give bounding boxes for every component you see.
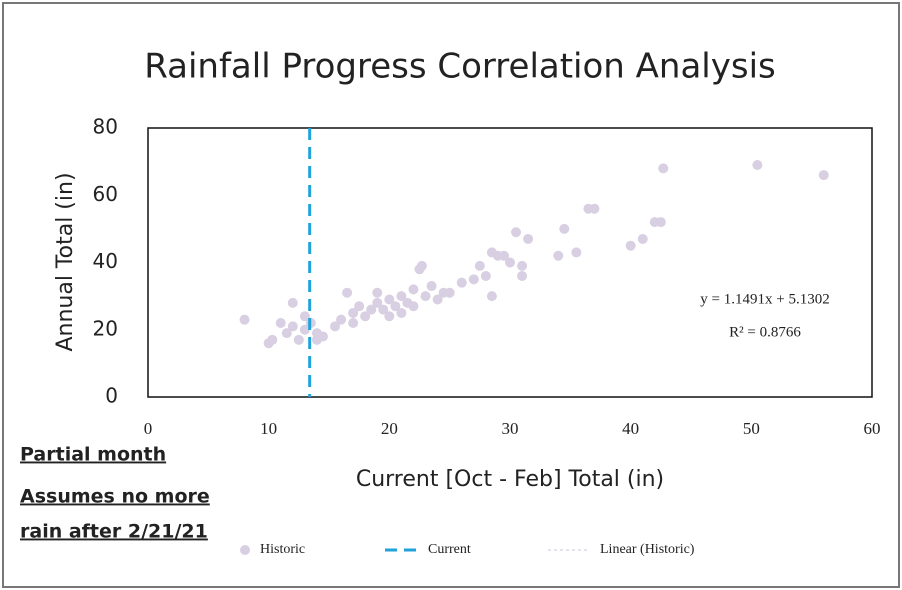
- y-tick-label: 60: [93, 182, 118, 206]
- legend-marker: [240, 545, 250, 555]
- point: [348, 318, 359, 329]
- point: [818, 170, 829, 181]
- point: [366, 304, 377, 315]
- point: [342, 287, 353, 298]
- point: [384, 294, 395, 305]
- point: [239, 314, 250, 325]
- point: [589, 203, 600, 214]
- point: [348, 307, 359, 318]
- point: [432, 294, 443, 305]
- point: [498, 250, 509, 261]
- point: [360, 311, 371, 322]
- annotation: Assumes no more: [20, 486, 210, 508]
- x-tick-label: 40: [622, 419, 639, 438]
- point: [480, 270, 491, 281]
- legend-label: Linear (Historic): [600, 542, 695, 557]
- legend-label: Historic: [260, 542, 305, 557]
- point: [505, 257, 515, 268]
- y-axis-label: Annual Total (in): [53, 172, 78, 351]
- point: [267, 334, 278, 345]
- point: [571, 247, 582, 258]
- point: [336, 314, 347, 325]
- point: [523, 233, 534, 244]
- point: [658, 163, 669, 174]
- annotation: Partial month: [20, 444, 166, 466]
- point: [390, 301, 401, 312]
- point: [287, 321, 298, 332]
- x-tick-label: 10: [260, 419, 277, 438]
- point: [408, 301, 419, 312]
- point: [456, 277, 467, 288]
- point: [354, 301, 365, 312]
- trendline-r2: R² = 0.8766: [729, 324, 801, 340]
- chart-title: Rainfall Progress Correlation Analysis: [144, 47, 776, 87]
- x-axis-label: Current [Oct - Feb] Total (in): [356, 467, 664, 492]
- point: [420, 291, 431, 302]
- x-tick-label: 20: [381, 419, 398, 438]
- x-tick-label: 30: [502, 419, 519, 438]
- point: [486, 291, 497, 302]
- point: [396, 291, 407, 302]
- point: [408, 284, 419, 295]
- annotation: rain after 2/21/21: [20, 521, 208, 543]
- point: [299, 324, 310, 335]
- point: [299, 311, 310, 322]
- point: [655, 217, 666, 228]
- point: [517, 260, 528, 271]
- point: [517, 270, 528, 281]
- point: [372, 297, 383, 308]
- y-tick-label: 40: [93, 249, 118, 273]
- x-tick-label: 50: [743, 419, 760, 438]
- point: [384, 311, 395, 322]
- y-tick-label: 0: [105, 384, 118, 408]
- x-tick-label: 60: [864, 419, 881, 438]
- point: [553, 250, 564, 261]
- point: [474, 260, 485, 271]
- trendline-equation: y = 1.1491x + 5.1302: [700, 291, 829, 307]
- point: [559, 223, 570, 234]
- legend-label: Current: [428, 542, 471, 557]
- point: [511, 227, 522, 238]
- point: [287, 297, 298, 308]
- point: [317, 331, 328, 342]
- plot-area: [147, 127, 873, 398]
- point: [293, 334, 304, 345]
- x-tick-label: 0: [144, 419, 153, 438]
- point: [275, 318, 286, 329]
- y-tick-label: 80: [93, 115, 118, 139]
- point: [426, 281, 437, 292]
- point: [372, 287, 383, 298]
- point: [444, 287, 455, 298]
- y-tick-label: 20: [93, 316, 118, 340]
- point: [281, 328, 292, 339]
- point: [468, 274, 479, 285]
- point: [625, 240, 636, 251]
- point: [378, 304, 389, 315]
- point: [416, 260, 427, 271]
- point: [752, 159, 763, 170]
- point: [637, 233, 648, 244]
- point: [396, 307, 407, 318]
- point: [330, 321, 341, 332]
